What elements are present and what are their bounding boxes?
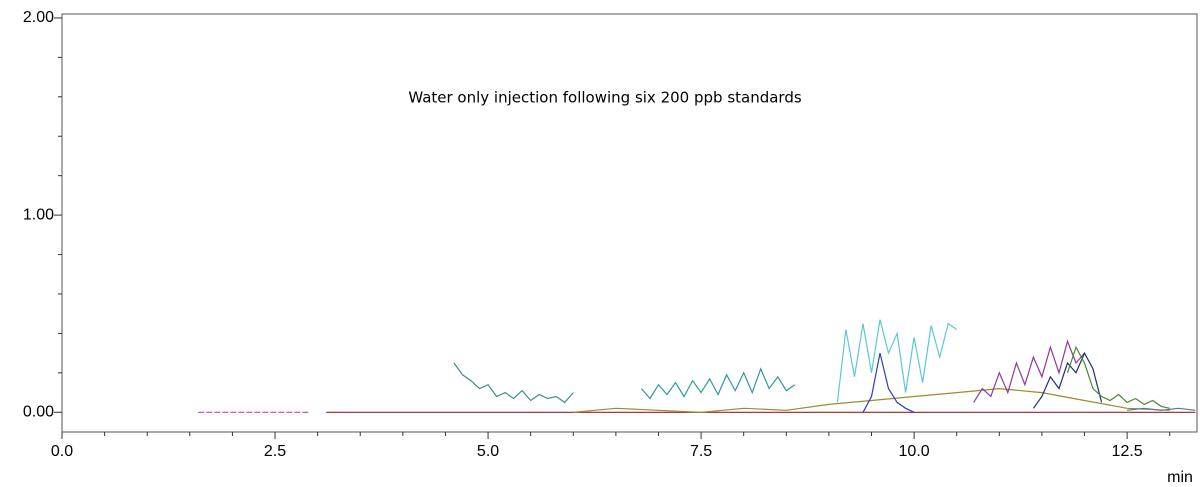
trace bbox=[836, 319, 958, 403]
y-tick-label: 2.00 bbox=[23, 9, 54, 26]
trace bbox=[453, 362, 574, 404]
x-axis-label: min bbox=[1167, 469, 1193, 486]
y-tick-label: 1.00 bbox=[23, 206, 54, 223]
x-tick-label: 7.5 bbox=[690, 443, 712, 460]
x-tick-label: 12.5 bbox=[1112, 443, 1143, 460]
trace bbox=[1127, 407, 1196, 411]
trace bbox=[1032, 351, 1103, 409]
y-tick-label: 0.00 bbox=[23, 404, 54, 421]
plot-frame bbox=[61, 13, 1198, 433]
x-tick-label: 0.0 bbox=[51, 443, 73, 460]
trace bbox=[640, 367, 796, 400]
x-tick-label: 2.5 bbox=[264, 443, 286, 460]
trace bbox=[573, 387, 1170, 413]
trace bbox=[1066, 345, 1170, 409]
trace bbox=[862, 352, 915, 413]
annotation: Water only injection following six 200 p… bbox=[408, 89, 802, 107]
trace bbox=[973, 339, 1085, 403]
x-tick-label: 5.0 bbox=[477, 443, 499, 460]
x-tick-label: 10.0 bbox=[899, 443, 930, 460]
